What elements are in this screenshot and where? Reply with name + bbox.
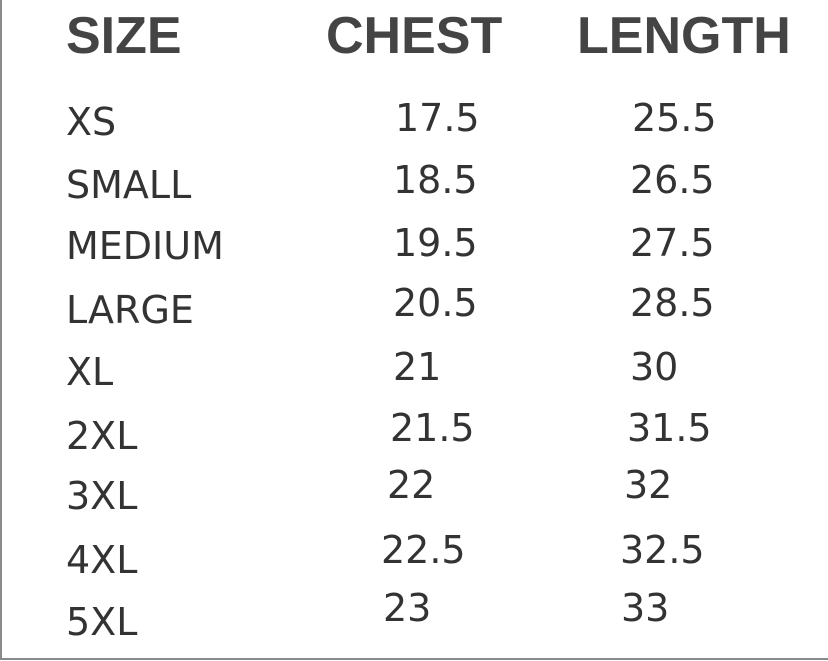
size-cell: 3XL — [66, 474, 138, 518]
size-cell: MEDIUM — [66, 224, 224, 268]
chest-cell: 19.5 — [393, 221, 478, 265]
chest-cell: 21.5 — [390, 406, 475, 450]
length-cell: 32 — [624, 463, 673, 507]
size-cell: XS — [66, 100, 117, 144]
size-cell: 5XL — [66, 600, 138, 644]
chest-cell: 22 — [387, 463, 436, 507]
chest-cell: 17.5 — [395, 96, 480, 140]
chest-cell: 18.5 — [393, 158, 478, 202]
length-cell: 27.5 — [630, 221, 715, 265]
length-cell: 26.5 — [630, 158, 715, 202]
length-cell: 31.5 — [627, 406, 712, 450]
header-chest: CHEST — [326, 7, 503, 65]
chest-cell: 21 — [393, 345, 442, 389]
size-cell: 4XL — [66, 538, 138, 582]
size-cell: SMALL — [66, 163, 192, 207]
length-cell: 25.5 — [632, 96, 717, 140]
length-cell: 32.5 — [620, 528, 705, 572]
chest-cell: 22.5 — [381, 528, 466, 572]
length-cell: 28.5 — [630, 281, 715, 325]
header-size: SIZE — [66, 7, 182, 65]
header-length: LENGTH — [577, 7, 791, 65]
length-cell: 33 — [621, 586, 670, 630]
chest-cell: 23 — [383, 586, 432, 630]
size-cell: 2XL — [66, 414, 138, 458]
size-cell: XL — [66, 350, 114, 394]
chest-cell: 20.5 — [393, 281, 478, 325]
size-cell: LARGE — [66, 288, 194, 332]
length-cell: 30 — [630, 345, 679, 389]
